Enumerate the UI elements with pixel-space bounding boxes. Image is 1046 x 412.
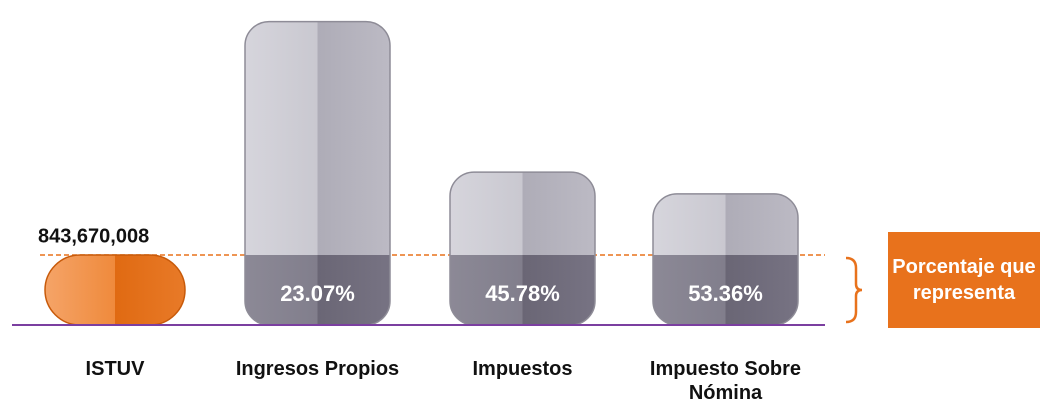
x-tick-label: Impuestos xyxy=(472,358,573,380)
value-label: 53.36% xyxy=(688,281,763,306)
bracket xyxy=(845,256,863,324)
reference-bar xyxy=(44,254,186,326)
bar-group xyxy=(450,172,595,325)
bar-share xyxy=(245,255,390,325)
bar-share xyxy=(450,255,595,325)
x-tick-label: ISTUV xyxy=(85,358,145,380)
value-label: 45.78% xyxy=(485,281,560,306)
bar-share xyxy=(653,255,798,325)
reference-value-label: 843,670,008 xyxy=(38,225,149,247)
bar-group xyxy=(245,21,390,325)
bar-group xyxy=(653,193,798,325)
value-label: 23.07% xyxy=(280,281,355,306)
x-tick-label: Impuesto Sobre Nómina xyxy=(649,358,802,404)
annotation-box: Porcentaje que representa xyxy=(888,232,1040,328)
x-tick-label: Ingresos Propios xyxy=(235,358,400,380)
